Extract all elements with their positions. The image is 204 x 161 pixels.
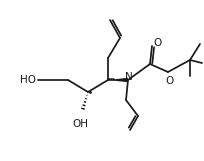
Text: O: O — [166, 76, 174, 86]
Text: OH: OH — [72, 119, 88, 129]
Text: HO: HO — [20, 75, 36, 85]
Text: O: O — [154, 38, 162, 48]
Text: N: N — [125, 72, 133, 82]
Polygon shape — [108, 78, 128, 82]
